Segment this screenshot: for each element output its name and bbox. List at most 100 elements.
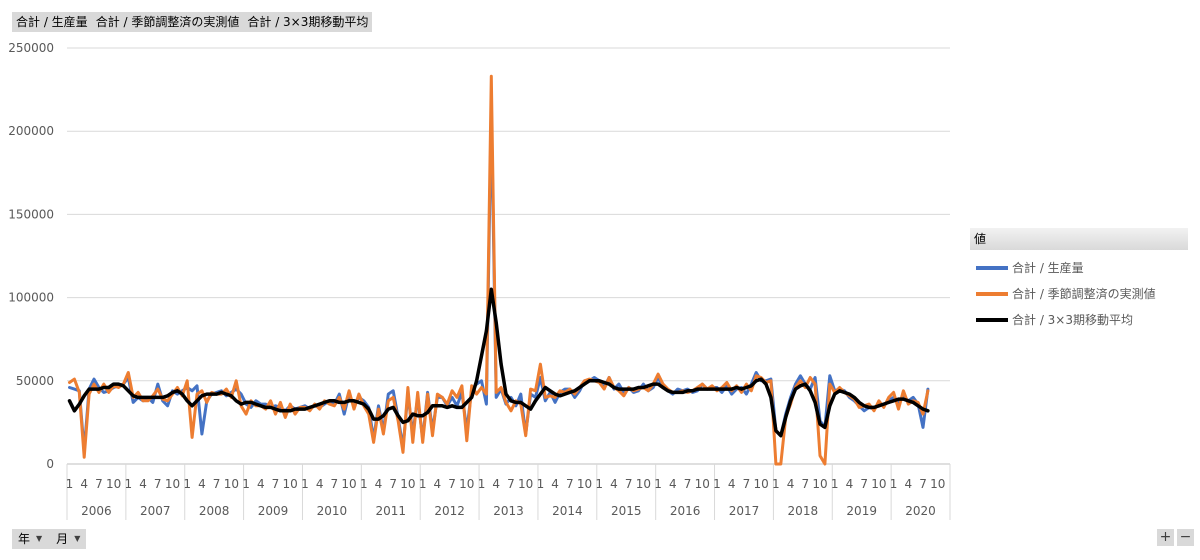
legend: 値 合計 / 生産量 合計 / 季節調整済の実測値 合計 / 3×3期移動平均	[970, 228, 1188, 328]
x-month-tick-label: 1	[537, 477, 545, 491]
x-month-tick-label: 1	[124, 477, 132, 491]
field-button-production[interactable]: 合計 / 生産量	[16, 15, 88, 29]
x-month-tick-label: 4	[551, 477, 559, 491]
dropdown-arrow-icon[interactable]: ▼	[36, 534, 43, 543]
x-year-label: 2016	[670, 504, 701, 518]
legend-item-production[interactable]: 合計 / 生産量	[970, 259, 1188, 276]
x-month-tick-label: 7	[448, 477, 456, 491]
axis-field-label: 年	[18, 532, 31, 546]
series-line-3	[67, 287, 930, 438]
x-month-tick-label: 1	[242, 477, 250, 491]
x-month-tick-label: 10	[106, 477, 121, 491]
x-month-tick-label: 7	[213, 477, 221, 491]
y-tick-label: 100000	[8, 291, 54, 305]
pivot-value-field-buttons: 合計 / 生産量 合計 / 季節調整済の実測値 合計 / 3×3期移動平均	[12, 12, 373, 32]
x-month-tick-label: 4	[728, 477, 736, 491]
x-year-label: 2018	[788, 504, 819, 518]
x-month-tick-label: 10	[518, 477, 533, 491]
field-button-moving-average[interactable]: 合計 / 3×3期移動平均	[247, 15, 369, 29]
axis-field-button-month[interactable]: 月 ▼	[50, 529, 86, 549]
x-year-label: 2013	[493, 504, 524, 518]
y-tick-label: 150000	[8, 207, 54, 221]
y-tick-label: 250000	[8, 41, 54, 55]
x-month-tick-label: 4	[434, 477, 442, 491]
x-month-tick-label: 4	[669, 477, 677, 491]
x-month-tick-label: 7	[743, 477, 751, 491]
y-tick-label: 0	[46, 457, 54, 471]
x-year-label: 2012	[434, 504, 465, 518]
dropdown-arrow-icon[interactable]: ▼	[74, 534, 81, 543]
x-month-tick-label: 1	[595, 477, 603, 491]
x-month-tick-label: 7	[566, 477, 574, 491]
x-month-tick-label: 1	[831, 477, 839, 491]
x-month-tick-label: 7	[684, 477, 692, 491]
x-month-tick-label: 7	[331, 477, 339, 491]
x-month-tick-label: 7	[507, 477, 515, 491]
x-month-tick-label: 10	[165, 477, 180, 491]
x-month-tick-label: 1	[890, 477, 898, 491]
x-month-tick-label: 1	[713, 477, 721, 491]
x-month-tick-label: 1	[183, 477, 191, 491]
x-month-tick-label: 10	[636, 477, 651, 491]
x-month-tick-label: 10	[812, 477, 827, 491]
expand-button[interactable]: +	[1157, 529, 1174, 546]
legend-label: 合計 / 生産量	[1012, 261, 1084, 275]
x-month-tick-label: 4	[198, 477, 206, 491]
x-month-tick-label: 10	[930, 477, 945, 491]
x-year-label: 2008	[199, 504, 230, 518]
x-year-label: 2011	[375, 504, 406, 518]
x-month-tick-label: 7	[801, 477, 809, 491]
x-year-label: 2006	[81, 504, 112, 518]
x-month-tick-label: 1	[66, 477, 74, 491]
x-year-label: 2007	[140, 504, 171, 518]
x-month-tick-label: 10	[871, 477, 886, 491]
field-button-seasonally-adjusted[interactable]: 合計 / 季節調整済の実測値	[95, 15, 240, 29]
x-month-tick-label: 1	[654, 477, 662, 491]
x-month-tick-label: 4	[904, 477, 912, 491]
x-month-tick-label: 7	[389, 477, 397, 491]
x-month-tick-label: 7	[95, 477, 103, 491]
legend-title[interactable]: 値	[970, 228, 1188, 250]
legend-label: 合計 / 3×3期移動平均	[1012, 313, 1133, 327]
legend-label: 合計 / 季節調整済の実測値	[1012, 287, 1156, 301]
legend-swatch-orange	[976, 291, 1008, 296]
x-month-tick-label: 1	[419, 477, 427, 491]
legend-item-seasonally-adjusted[interactable]: 合計 / 季節調整済の実測値	[970, 285, 1188, 302]
x-month-tick-label: 4	[80, 477, 88, 491]
legend-item-moving-average[interactable]: 合計 / 3×3期移動平均	[970, 311, 1188, 328]
x-month-tick-label: 10	[283, 477, 298, 491]
y-tick-label: 50000	[16, 374, 54, 388]
x-month-tick-label: 4	[787, 477, 795, 491]
x-year-label: 2010	[317, 504, 348, 518]
x-year-label: 2015	[611, 504, 642, 518]
x-year-label: 2019	[846, 504, 877, 518]
x-month-tick-label: 7	[272, 477, 280, 491]
x-month-tick-label: 10	[695, 477, 710, 491]
x-month-tick-label: 10	[341, 477, 356, 491]
x-month-tick-label: 4	[257, 477, 265, 491]
collapse-button[interactable]: −	[1177, 529, 1194, 546]
x-month-tick-label: 4	[492, 477, 500, 491]
x-month-tick-label: 1	[360, 477, 368, 491]
x-year-label: 2009	[258, 504, 289, 518]
x-month-tick-label: 10	[459, 477, 474, 491]
x-month-tick-label: 1	[772, 477, 780, 491]
x-month-tick-label: 4	[139, 477, 147, 491]
x-month-tick-label: 7	[625, 477, 633, 491]
x-year-label: 2020	[905, 504, 936, 518]
axis-field-button-year[interactable]: 年 ▼	[12, 529, 48, 549]
x-month-tick-label: 7	[919, 477, 927, 491]
x-month-tick-label: 10	[224, 477, 239, 491]
axis-field-label: 月	[56, 532, 69, 546]
x-month-tick-label: 1	[478, 477, 486, 491]
x-year-label: 2014	[552, 504, 583, 518]
x-month-tick-label: 10	[577, 477, 592, 491]
x-month-tick-label: 4	[316, 477, 324, 491]
x-month-tick-label: 4	[375, 477, 383, 491]
x-month-tick-label: 7	[154, 477, 162, 491]
axis-field-buttons: 年 ▼ 月 ▼	[12, 529, 87, 549]
zoom-controls: + −	[1157, 529, 1194, 546]
x-year-label: 2017	[729, 504, 760, 518]
legend-swatch-blue	[976, 265, 1008, 270]
